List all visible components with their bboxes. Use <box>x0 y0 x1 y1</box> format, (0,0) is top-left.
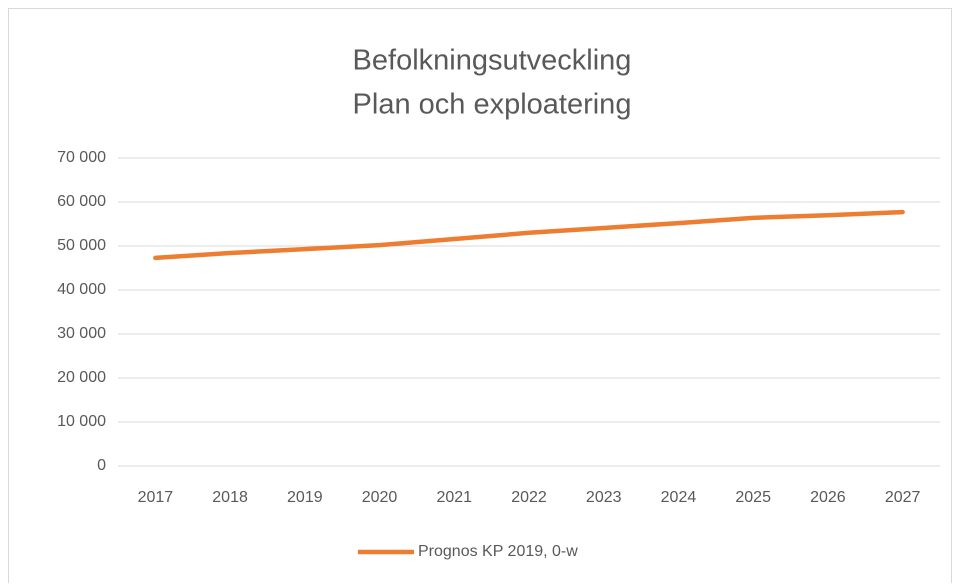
y-tick-label: 40 000 <box>57 281 106 298</box>
x-tick-label: 2020 <box>362 489 398 506</box>
x-tick-label: 2026 <box>810 489 846 506</box>
y-tick-label: 20 000 <box>57 369 106 386</box>
y-tick-label: 50 000 <box>57 237 106 254</box>
chart-subtitle: Plan och exploatering <box>353 89 632 121</box>
x-tick-label: 2022 <box>511 489 547 506</box>
x-tick-label: 2025 <box>735 489 771 506</box>
y-tick-label: 30 000 <box>57 325 106 342</box>
x-tick-label: 2027 <box>885 489 921 506</box>
x-tick-label: 2017 <box>138 489 174 506</box>
y-tick-label: 10 000 <box>57 413 106 430</box>
x-tick-label: 2018 <box>212 489 248 506</box>
chart-title: Befolkningsutveckling <box>353 45 632 77</box>
x-tick-label: 2024 <box>661 489 697 506</box>
x-tick-label: 2019 <box>287 489 323 506</box>
x-tick-label: 2023 <box>586 489 622 506</box>
data-line <box>153 209 905 261</box>
x-tick-label: 2021 <box>436 489 472 506</box>
legend-label: Prognos KP 2019, 0-w <box>418 543 578 560</box>
y-tick-label: 0 <box>97 457 106 474</box>
y-tick-label: 60 000 <box>57 193 106 210</box>
y-tick-label: 70 000 <box>57 149 106 166</box>
chart-border <box>8 8 952 588</box>
